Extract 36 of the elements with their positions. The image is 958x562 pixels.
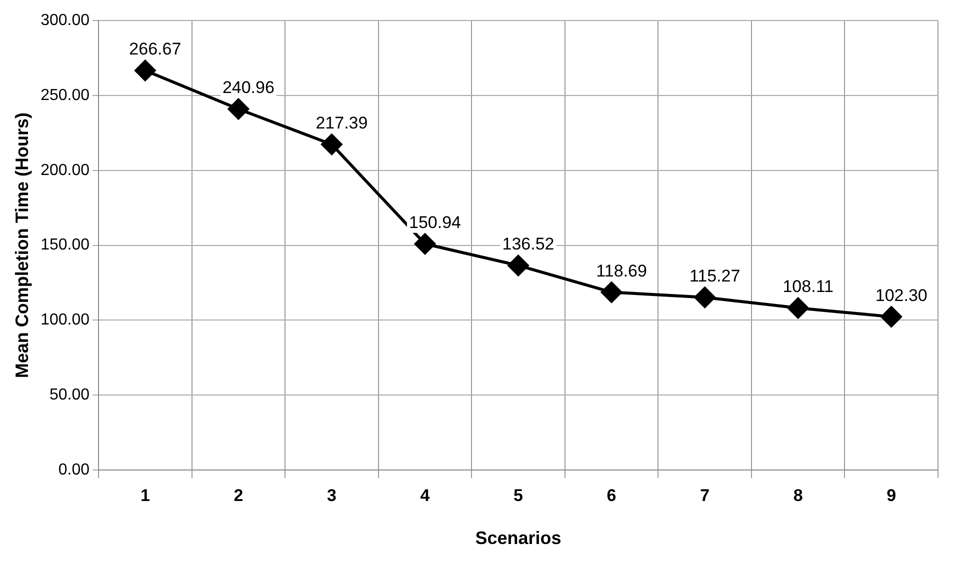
x-tick-label: 9: [886, 486, 896, 505]
y-tick-label: 200.00: [40, 162, 90, 179]
y-tick-label: 150.00: [40, 236, 90, 254]
y-tick-label: 250.00: [40, 86, 90, 104]
y-tick-label: 50.00: [49, 386, 90, 404]
x-tick-label: 5: [514, 486, 524, 505]
y-axis-title: Mean Completion Time (Hours): [12, 112, 32, 378]
point: [414, 233, 436, 254]
text: 115.27: [689, 266, 740, 286]
text: 136.52: [502, 234, 554, 254]
x-tick-label: 8: [793, 486, 803, 505]
x-tick-label: 7: [700, 486, 710, 505]
x-tick-label: 3: [326, 486, 336, 505]
x-tick-label: 4: [420, 486, 430, 505]
text: 108.11: [782, 277, 834, 296]
point: [508, 254, 529, 276]
y-tick-label: 0.00: [58, 461, 90, 478]
text: 118.69: [596, 261, 647, 280]
y-tick-label: 300.00: [40, 12, 90, 30]
x-tick-label: 6: [606, 486, 616, 505]
text: 102.30: [875, 286, 928, 305]
y-tick-label: 100.00: [40, 312, 90, 329]
point: [880, 306, 902, 328]
x-tick-label: 2: [234, 486, 244, 505]
point: [601, 282, 622, 303]
text: 217.39: [316, 114, 368, 133]
point: [134, 60, 156, 82]
x-axis-title: Scenarios: [475, 528, 562, 548]
text: 150.94: [408, 213, 461, 232]
point: [228, 98, 249, 120]
text: 240.96: [222, 78, 274, 98]
point: [694, 286, 716, 308]
point: [321, 134, 342, 155]
x-tick-label: 1: [140, 486, 150, 505]
text: 266.67: [129, 40, 182, 59]
point: [788, 298, 809, 319]
